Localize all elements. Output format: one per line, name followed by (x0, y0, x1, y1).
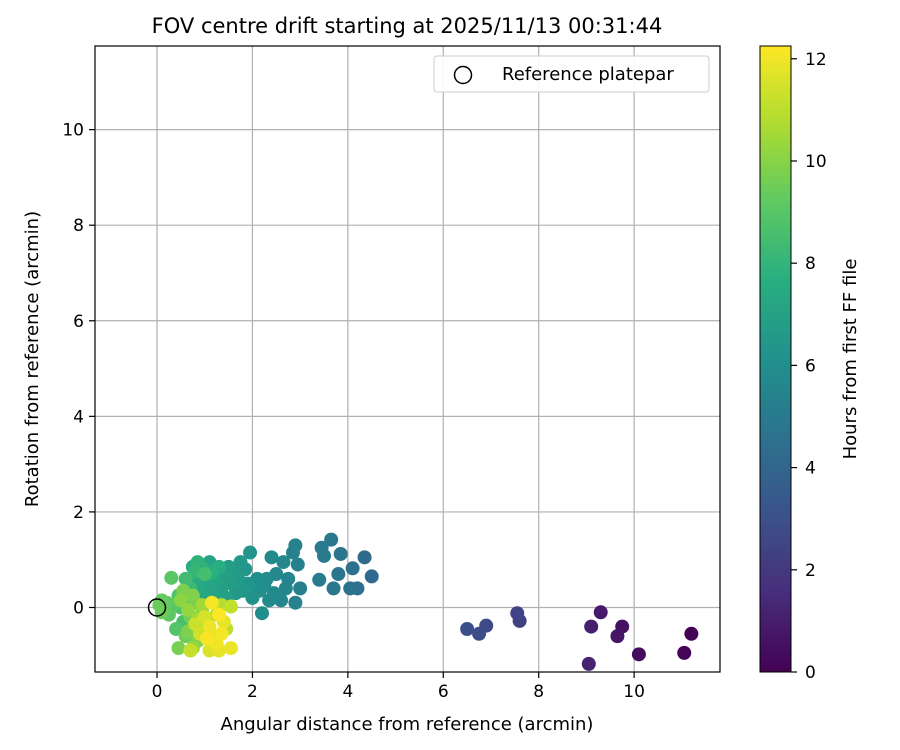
x-axis-ticks: 0 2 4 6 8 10 (152, 672, 645, 702)
chart-title: FOV centre drift starting at 2025/11/13 … (152, 14, 663, 38)
data-point (254, 606, 269, 621)
data-point (343, 581, 358, 596)
data-point (510, 606, 525, 621)
data-point (178, 571, 193, 586)
data-point (262, 593, 277, 608)
data-point (212, 607, 227, 622)
reference-platepar-marker (147, 598, 167, 617)
data-point (288, 595, 303, 610)
y-tick-label: 8 (73, 216, 84, 236)
data-point (223, 641, 238, 656)
colorbar-tick-label: 12 (805, 50, 827, 70)
data-point (285, 545, 300, 560)
data-point (460, 621, 475, 636)
data-point (333, 546, 348, 561)
data-point (584, 619, 599, 634)
data-point (581, 656, 596, 671)
colorbar-tick-label: 10 (805, 152, 827, 172)
data-point (593, 605, 608, 620)
legend-label: Reference platepar (502, 64, 674, 85)
x-tick-label: 0 (152, 682, 163, 702)
data-point (202, 619, 217, 634)
data-point (164, 570, 179, 585)
data-point (154, 605, 169, 620)
data-point (472, 626, 487, 641)
plot-area: 0 2 4 6 8 10 0 2 4 6 8 10 (62, 45, 721, 702)
data-point (345, 561, 360, 576)
y-tick-label: 4 (73, 407, 84, 427)
legend-box (433, 55, 710, 93)
x-tick-label: 6 (438, 682, 449, 702)
data-point (214, 626, 229, 641)
legend-marker (453, 65, 473, 85)
data-point (631, 647, 646, 662)
colorbar-label: Hours from first FF file (840, 259, 861, 460)
data-point (245, 590, 260, 605)
colorbar-gradient (759, 45, 792, 673)
data-point (357, 550, 372, 565)
data-point (185, 588, 200, 603)
legend: Reference platepar (433, 55, 710, 93)
data-point (326, 581, 341, 596)
data-point (312, 572, 327, 587)
data-point (233, 555, 248, 570)
data-point (364, 569, 379, 584)
data-point (290, 557, 305, 572)
data-point (314, 540, 329, 555)
grid (95, 46, 720, 672)
data-point (169, 621, 184, 636)
y-tick-label: 10 (62, 121, 84, 141)
data-points (152, 532, 699, 671)
y-axis-ticks: 0 2 4 6 8 10 (62, 121, 95, 618)
colorbar: 0 2 4 6 8 10 12 Hours from first FF file (759, 45, 861, 683)
colorbar-tick-label: 0 (805, 663, 816, 683)
data-point (171, 641, 186, 656)
data-point (183, 643, 198, 658)
colorbar-tick-label: 6 (805, 356, 816, 376)
y-axis-label: Rotation from reference (arcmin) (22, 211, 43, 507)
axes-frame (94, 45, 721, 673)
colorbar-tick-label: 4 (805, 459, 816, 479)
data-point (684, 626, 699, 641)
data-point (278, 581, 293, 596)
x-tick-label: 2 (247, 682, 258, 702)
data-point (324, 532, 339, 547)
x-tick-label: 4 (342, 682, 353, 702)
data-point (610, 629, 625, 644)
data-point (197, 567, 212, 582)
x-axis-label: Angular distance from reference (arcmin) (221, 714, 594, 735)
data-point (677, 645, 692, 660)
data-point (223, 599, 238, 614)
data-point (293, 581, 308, 596)
y-tick-label: 2 (73, 503, 84, 523)
x-tick-label: 8 (533, 682, 544, 702)
colorbar-tick-label: 8 (805, 254, 816, 274)
colorbar-ticks: 0 2 4 6 8 10 12 (791, 50, 827, 683)
y-tick-label: 6 (73, 312, 84, 332)
data-point (204, 595, 219, 610)
data-point (243, 545, 258, 560)
data-point (200, 631, 215, 646)
data-point (276, 555, 291, 570)
data-point (173, 593, 188, 608)
x-tick-label: 10 (623, 682, 645, 702)
y-tick-label: 0 (73, 598, 84, 618)
data-point (331, 567, 346, 582)
colorbar-tick-label: 2 (805, 561, 816, 581)
data-point (181, 602, 196, 617)
data-point (264, 550, 279, 565)
